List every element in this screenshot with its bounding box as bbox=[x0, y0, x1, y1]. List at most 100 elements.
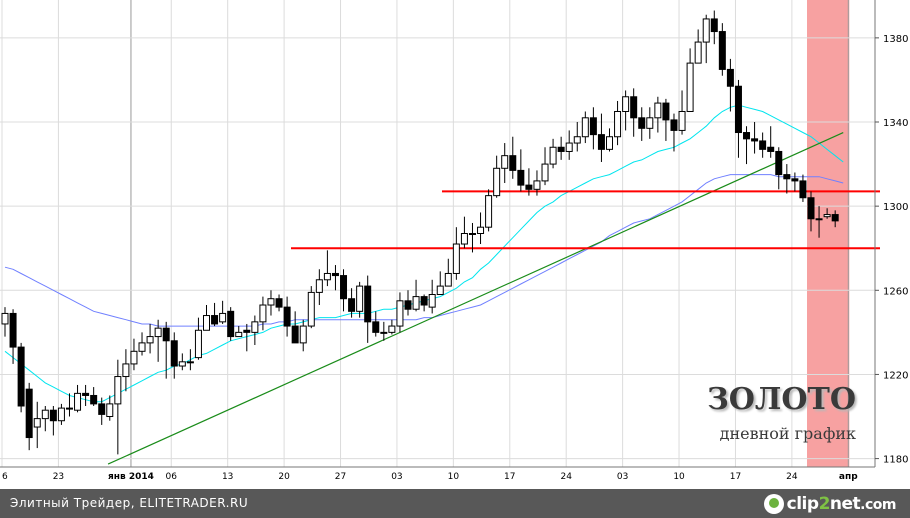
date-tick-label: апр bbox=[839, 472, 858, 482]
candle-body bbox=[791, 178, 799, 182]
candle-body bbox=[356, 285, 364, 312]
candle-body bbox=[259, 304, 267, 323]
clip2net-logo[interactable]: clip2net.com bbox=[763, 493, 897, 515]
candle-body bbox=[452, 243, 460, 274]
candle bbox=[468, 222, 476, 253]
candle-body bbox=[1, 312, 9, 325]
candle bbox=[9, 309, 17, 364]
candle-body bbox=[138, 342, 146, 352]
date-tick-label: 06 bbox=[166, 472, 178, 482]
candle bbox=[170, 332, 178, 379]
candle-body bbox=[557, 146, 565, 152]
candle bbox=[678, 90, 686, 135]
candle-body bbox=[106, 403, 114, 418]
candle-body bbox=[315, 279, 323, 293]
candle bbox=[90, 387, 98, 406]
candle bbox=[82, 384, 90, 406]
candle-body bbox=[815, 218, 823, 221]
candle bbox=[122, 349, 130, 392]
date-tick-label: 23 bbox=[53, 472, 64, 482]
candle bbox=[57, 403, 65, 425]
candle-body bbox=[82, 392, 90, 396]
candle-body bbox=[17, 346, 25, 407]
candle-body bbox=[622, 96, 630, 112]
candle-body bbox=[726, 68, 734, 87]
candle bbox=[388, 319, 396, 335]
price-tick-label: 1300 bbox=[883, 202, 908, 213]
candle-body bbox=[460, 233, 468, 245]
candle-body bbox=[412, 296, 420, 310]
candles bbox=[1, 10, 839, 455]
candle-body bbox=[170, 340, 178, 367]
ma-slow-line bbox=[4, 174, 844, 327]
support-resistance-lines bbox=[107, 131, 880, 465]
candle-body bbox=[581, 117, 589, 138]
candle-body bbox=[533, 180, 541, 190]
candle bbox=[219, 300, 227, 324]
candle-body bbox=[468, 233, 476, 235]
candle-body bbox=[98, 403, 106, 415]
candle bbox=[98, 397, 106, 425]
chart-area: 1180 1220 1260 1300 1340 1380 6 23 янв 2014 06 13… bbox=[0, 0, 909, 482]
footer-bar: Элитный Трейдер, ELITETRADER.RU clip2net… bbox=[0, 489, 910, 518]
candle-body bbox=[25, 388, 33, 439]
candle bbox=[323, 250, 331, 287]
clip2net-logo-text: clip2net.com bbox=[786, 494, 897, 514]
candle bbox=[291, 311, 299, 344]
price-tick-label: 1380 bbox=[883, 34, 908, 45]
candle bbox=[807, 191, 815, 232]
candle bbox=[17, 342, 25, 413]
candle bbox=[227, 307, 235, 341]
candle-body bbox=[654, 102, 662, 119]
candle-body bbox=[33, 418, 41, 428]
candle-body bbox=[831, 214, 839, 222]
candle-body bbox=[436, 285, 444, 296]
candle bbox=[759, 132, 767, 158]
candle-body bbox=[597, 134, 605, 150]
candle-body bbox=[219, 312, 227, 323]
candle bbox=[783, 164, 791, 194]
candle-body bbox=[331, 272, 339, 277]
candle bbox=[573, 122, 581, 152]
candle bbox=[557, 136, 565, 160]
candle-body bbox=[718, 31, 726, 70]
date-tick-label: 17 bbox=[730, 472, 741, 482]
candle-body bbox=[323, 272, 331, 281]
candle bbox=[597, 113, 605, 162]
candle bbox=[815, 206, 823, 238]
candle-body bbox=[799, 180, 807, 199]
date-tick-label: 10 bbox=[673, 472, 685, 482]
candle-body bbox=[307, 291, 315, 327]
candle-body bbox=[565, 142, 573, 152]
candle-body bbox=[638, 117, 646, 129]
candle-body bbox=[614, 110, 622, 138]
candle-body bbox=[154, 327, 162, 338]
candle-body bbox=[90, 394, 98, 405]
candle-body bbox=[589, 117, 597, 136]
candle bbox=[178, 353, 186, 371]
candle bbox=[791, 172, 799, 192]
candle-body bbox=[49, 409, 57, 422]
candle bbox=[444, 258, 452, 287]
candle bbox=[420, 294, 428, 312]
candle bbox=[654, 96, 662, 133]
candle-body bbox=[340, 275, 348, 300]
date-tick-label: 20 bbox=[278, 472, 290, 482]
candle-body bbox=[759, 140, 767, 150]
candle bbox=[49, 405, 57, 436]
candle bbox=[211, 302, 219, 327]
candle bbox=[194, 317, 202, 360]
candle-body bbox=[710, 18, 718, 33]
candle-body bbox=[203, 315, 210, 331]
candle-body bbox=[646, 117, 654, 129]
clip2net-logo-icon bbox=[763, 494, 784, 514]
candle bbox=[106, 395, 114, 421]
candle bbox=[315, 269, 323, 306]
candle bbox=[670, 113, 678, 152]
candle bbox=[734, 79, 742, 158]
candle-body bbox=[396, 300, 404, 327]
candle bbox=[485, 189, 493, 232]
candle-body bbox=[549, 146, 557, 165]
date-tick-label: 03 bbox=[617, 472, 628, 482]
candle-body bbox=[186, 361, 194, 364]
